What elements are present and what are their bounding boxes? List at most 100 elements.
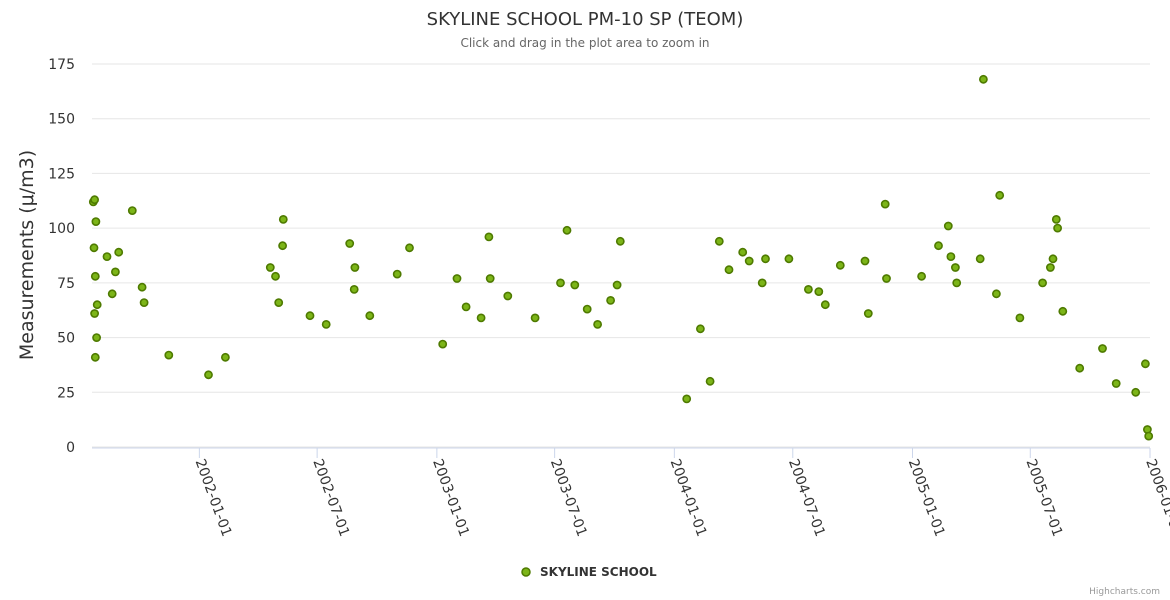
data-point[interactable]	[405, 243, 414, 253]
data-point[interactable]	[1015, 313, 1025, 323]
data-point[interactable]	[696, 324, 705, 334]
data-point[interactable]	[804, 284, 813, 294]
data-point[interactable]	[321, 319, 331, 329]
data-point[interactable]	[1111, 379, 1121, 388]
data-point[interactable]	[784, 254, 794, 264]
legend-item-skyline-school[interactable]: SKYLINE SCHOOL	[540, 565, 657, 579]
data-point[interactable]	[204, 370, 213, 380]
data-point[interactable]	[1051, 214, 1061, 224]
data-point[interactable]	[556, 278, 565, 288]
data-point[interactable]	[951, 263, 960, 272]
data-point[interactable]	[562, 225, 572, 235]
data-point[interactable]	[1038, 278, 1047, 288]
data-point[interactable]	[139, 298, 149, 307]
legend[interactable]: SKYLINE SCHOOL	[521, 565, 657, 579]
credits-link[interactable]: Highcharts.com	[1089, 587, 1160, 597]
data-point[interactable]	[1046, 263, 1055, 272]
data-point[interactable]	[814, 287, 824, 296]
data-point[interactable]	[274, 298, 284, 307]
data-point[interactable]	[880, 199, 890, 209]
data-point[interactable]	[452, 274, 462, 283]
x-tick-label: 2006-01-01	[1142, 457, 1170, 539]
data-point[interactable]	[714, 236, 724, 246]
data-point[interactable]	[127, 206, 137, 215]
data-point[interactable]	[761, 254, 770, 264]
data-point[interactable]	[90, 271, 100, 281]
data-point[interactable]	[917, 271, 926, 281]
data-point[interactable]	[946, 252, 956, 261]
data-point[interactable]	[975, 254, 985, 264]
data-point[interactable]	[1144, 431, 1154, 441]
data-point[interactable]	[350, 263, 360, 272]
y-axis-label: Measurements (μ/m3)	[16, 150, 38, 360]
data-point[interactable]	[943, 221, 953, 231]
data-point[interactable]	[107, 289, 117, 299]
y-tick-label: 25	[57, 385, 75, 401]
data-point[interactable]	[882, 274, 891, 283]
data-point[interactable]	[724, 265, 734, 275]
data-point[interactable]	[860, 256, 870, 266]
data-point[interactable]	[738, 247, 748, 257]
legend-marker-icon[interactable]	[521, 567, 531, 577]
data-point[interactable]	[91, 217, 101, 226]
data-point[interactable]	[90, 309, 99, 318]
data-point[interactable]	[979, 74, 988, 84]
data-point[interactable]	[1098, 344, 1107, 353]
data-point[interactable]	[530, 313, 540, 323]
data-point[interactable]	[164, 350, 174, 360]
data-point[interactable]	[1131, 387, 1141, 397]
data-point[interactable]	[1075, 363, 1085, 373]
data-point[interactable]	[503, 291, 513, 301]
data-point[interactable]	[1141, 359, 1150, 369]
data-point[interactable]	[345, 239, 355, 248]
data-point[interactable]	[952, 278, 962, 288]
data-point[interactable]	[835, 260, 845, 270]
data-point[interactable]	[1053, 223, 1062, 233]
data-point[interactable]	[271, 271, 280, 281]
data-point[interactable]	[438, 339, 448, 349]
data-point[interactable]	[349, 284, 359, 294]
data-point[interactable]	[220, 352, 230, 362]
data-point[interactable]	[102, 252, 112, 261]
data-point[interactable]	[705, 376, 715, 386]
x-tick-label: 2004-07-01	[785, 457, 828, 539]
data-points[interactable]	[88, 74, 1154, 441]
data-point[interactable]	[90, 352, 100, 362]
data-point[interactable]	[476, 313, 486, 323]
data-point[interactable]	[992, 289, 1001, 299]
data-point[interactable]	[111, 267, 120, 277]
data-point[interactable]	[612, 280, 622, 290]
data-point[interactable]	[485, 274, 495, 283]
data-point[interactable]	[995, 190, 1005, 200]
data-point[interactable]	[615, 236, 625, 246]
data-point[interactable]	[593, 319, 602, 329]
data-point[interactable]	[92, 333, 101, 342]
data-point[interactable]	[89, 243, 99, 253]
data-point[interactable]	[820, 300, 830, 310]
data-point[interactable]	[278, 241, 287, 251]
data-point[interactable]	[461, 302, 471, 312]
data-point[interactable]	[365, 311, 375, 321]
data-point[interactable]	[582, 304, 592, 314]
data-point[interactable]	[278, 214, 288, 224]
data-point[interactable]	[934, 241, 943, 251]
data-point[interactable]	[606, 295, 615, 305]
data-point[interactable]	[265, 263, 275, 272]
data-point[interactable]	[92, 300, 102, 310]
data-point[interactable]	[305, 311, 315, 321]
y-tick-label: 125	[48, 166, 75, 182]
data-point[interactable]	[570, 280, 580, 290]
data-point[interactable]	[863, 309, 873, 318]
data-point[interactable]	[90, 195, 99, 205]
data-point[interactable]	[744, 256, 754, 266]
data-point[interactable]	[392, 269, 402, 279]
data-point[interactable]	[757, 278, 767, 288]
data-point[interactable]	[1048, 254, 1058, 264]
data-point[interactable]	[137, 282, 147, 292]
data-point[interactable]	[484, 232, 494, 242]
data-point[interactable]	[114, 247, 124, 257]
x-tick-label: 2003-01-01	[429, 457, 472, 539]
data-point[interactable]	[1058, 306, 1068, 316]
data-point[interactable]	[682, 394, 692, 404]
